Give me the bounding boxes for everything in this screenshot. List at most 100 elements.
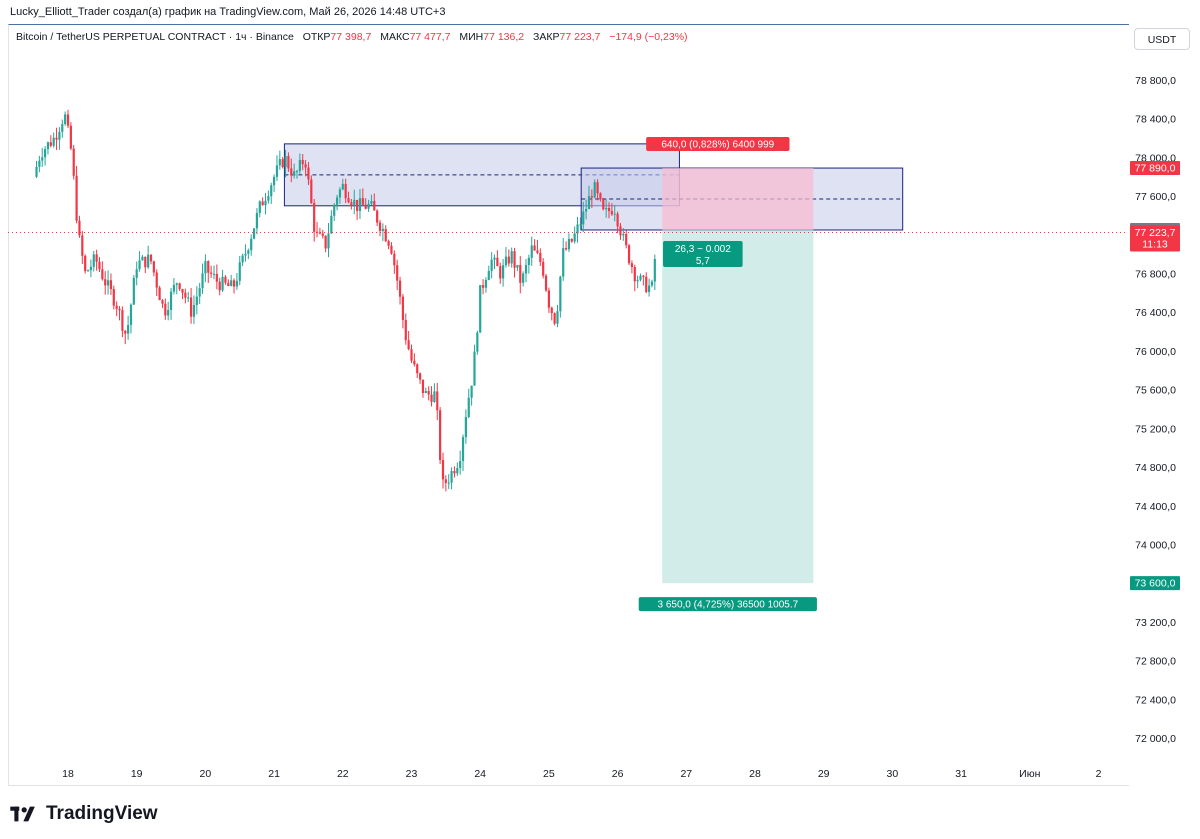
candle (152, 260, 155, 277)
candle (579, 217, 582, 231)
price-label-1: 77 890,0 (1135, 163, 1176, 175)
candle-body (301, 159, 304, 165)
candle-body (396, 265, 399, 281)
candle (241, 253, 244, 267)
candle-body (450, 471, 453, 483)
candle (484, 277, 488, 293)
candle-body (38, 160, 41, 167)
candle-body (267, 196, 270, 201)
candle-body (318, 232, 321, 234)
candle (470, 385, 473, 406)
candle (284, 149, 287, 178)
candle-body (456, 468, 459, 474)
candle-body (479, 285, 482, 333)
candle-body (52, 137, 55, 146)
candle (450, 467, 453, 490)
candle (252, 228, 256, 240)
candle-body (582, 211, 585, 225)
high-label: МАКС (380, 31, 410, 43)
candle-body (344, 183, 347, 199)
candle-body (338, 189, 342, 198)
candle (645, 272, 648, 294)
candle (616, 211, 619, 233)
candle (590, 189, 593, 208)
y-tick-label: 72 000,0 (1135, 733, 1176, 745)
candle-body (461, 437, 465, 462)
y-tick-label: 74 000,0 (1135, 539, 1176, 551)
candle (250, 234, 253, 256)
candle (539, 248, 542, 266)
candle-body (178, 283, 181, 290)
x-tick-label: 21 (268, 768, 280, 780)
candle (473, 344, 476, 386)
candle-body (69, 125, 72, 149)
candle-body (261, 201, 264, 206)
candle (370, 194, 373, 206)
candle (244, 244, 247, 262)
candle-body (510, 251, 513, 264)
candle (404, 313, 407, 345)
candle (293, 163, 296, 179)
stop-label-bg (646, 137, 790, 152)
candle-body (184, 292, 187, 298)
candle-body (115, 305, 118, 309)
candle-body (590, 196, 593, 198)
candle (570, 238, 573, 243)
candle (178, 282, 181, 292)
candle (264, 192, 267, 215)
candle-body (536, 250, 539, 253)
candle (290, 158, 293, 183)
candle-body (75, 175, 78, 221)
candle-body (630, 263, 634, 268)
symbol-label[interactable]: Bitcoin / TetherUS PERPETUAL CONTRACT · … (16, 31, 294, 43)
currency-button[interactable]: USDT (1134, 28, 1190, 50)
candle-body (642, 275, 645, 277)
candle-body (330, 215, 333, 234)
candle-body (418, 373, 422, 380)
close-label: ЗАКР (533, 31, 560, 43)
candle-body (129, 304, 133, 326)
candle (218, 277, 221, 296)
candle (58, 127, 61, 150)
x-tick-label: 2 (1096, 768, 1102, 780)
candle-body (86, 270, 90, 272)
candle (356, 199, 359, 220)
candle (86, 269, 90, 272)
tradingview-brand: TradingView (10, 803, 158, 825)
candle (516, 264, 519, 272)
candle (562, 237, 565, 281)
candle (69, 122, 72, 151)
candle (135, 261, 138, 286)
candle (321, 229, 324, 239)
candle (613, 204, 616, 222)
candle-body (295, 171, 299, 173)
candle (396, 259, 399, 291)
candle (421, 379, 425, 398)
candle (66, 109, 70, 129)
candle (433, 383, 436, 403)
candle-body (481, 285, 485, 288)
candle (341, 178, 344, 191)
candle (587, 185, 591, 210)
candle-body (613, 213, 616, 215)
candle-body (530, 245, 533, 258)
candle-body (476, 332, 479, 352)
candle (444, 475, 447, 492)
candle (576, 216, 579, 243)
candle-body (401, 296, 405, 321)
candle-body (224, 276, 227, 283)
candle-body (585, 209, 588, 212)
y-tick-label: 72 400,0 (1135, 694, 1176, 706)
candle-body (570, 238, 573, 242)
candle-body (427, 391, 430, 395)
y-tick-label: 78 800,0 (1135, 75, 1176, 87)
price-label-bg-1 (1130, 161, 1180, 176)
candle-body (187, 297, 190, 299)
candle (467, 388, 470, 419)
x-tick-label: Июн (1019, 768, 1040, 780)
candle (64, 111, 67, 126)
candle (84, 254, 87, 274)
candle-body (247, 250, 250, 254)
candle (307, 161, 310, 186)
